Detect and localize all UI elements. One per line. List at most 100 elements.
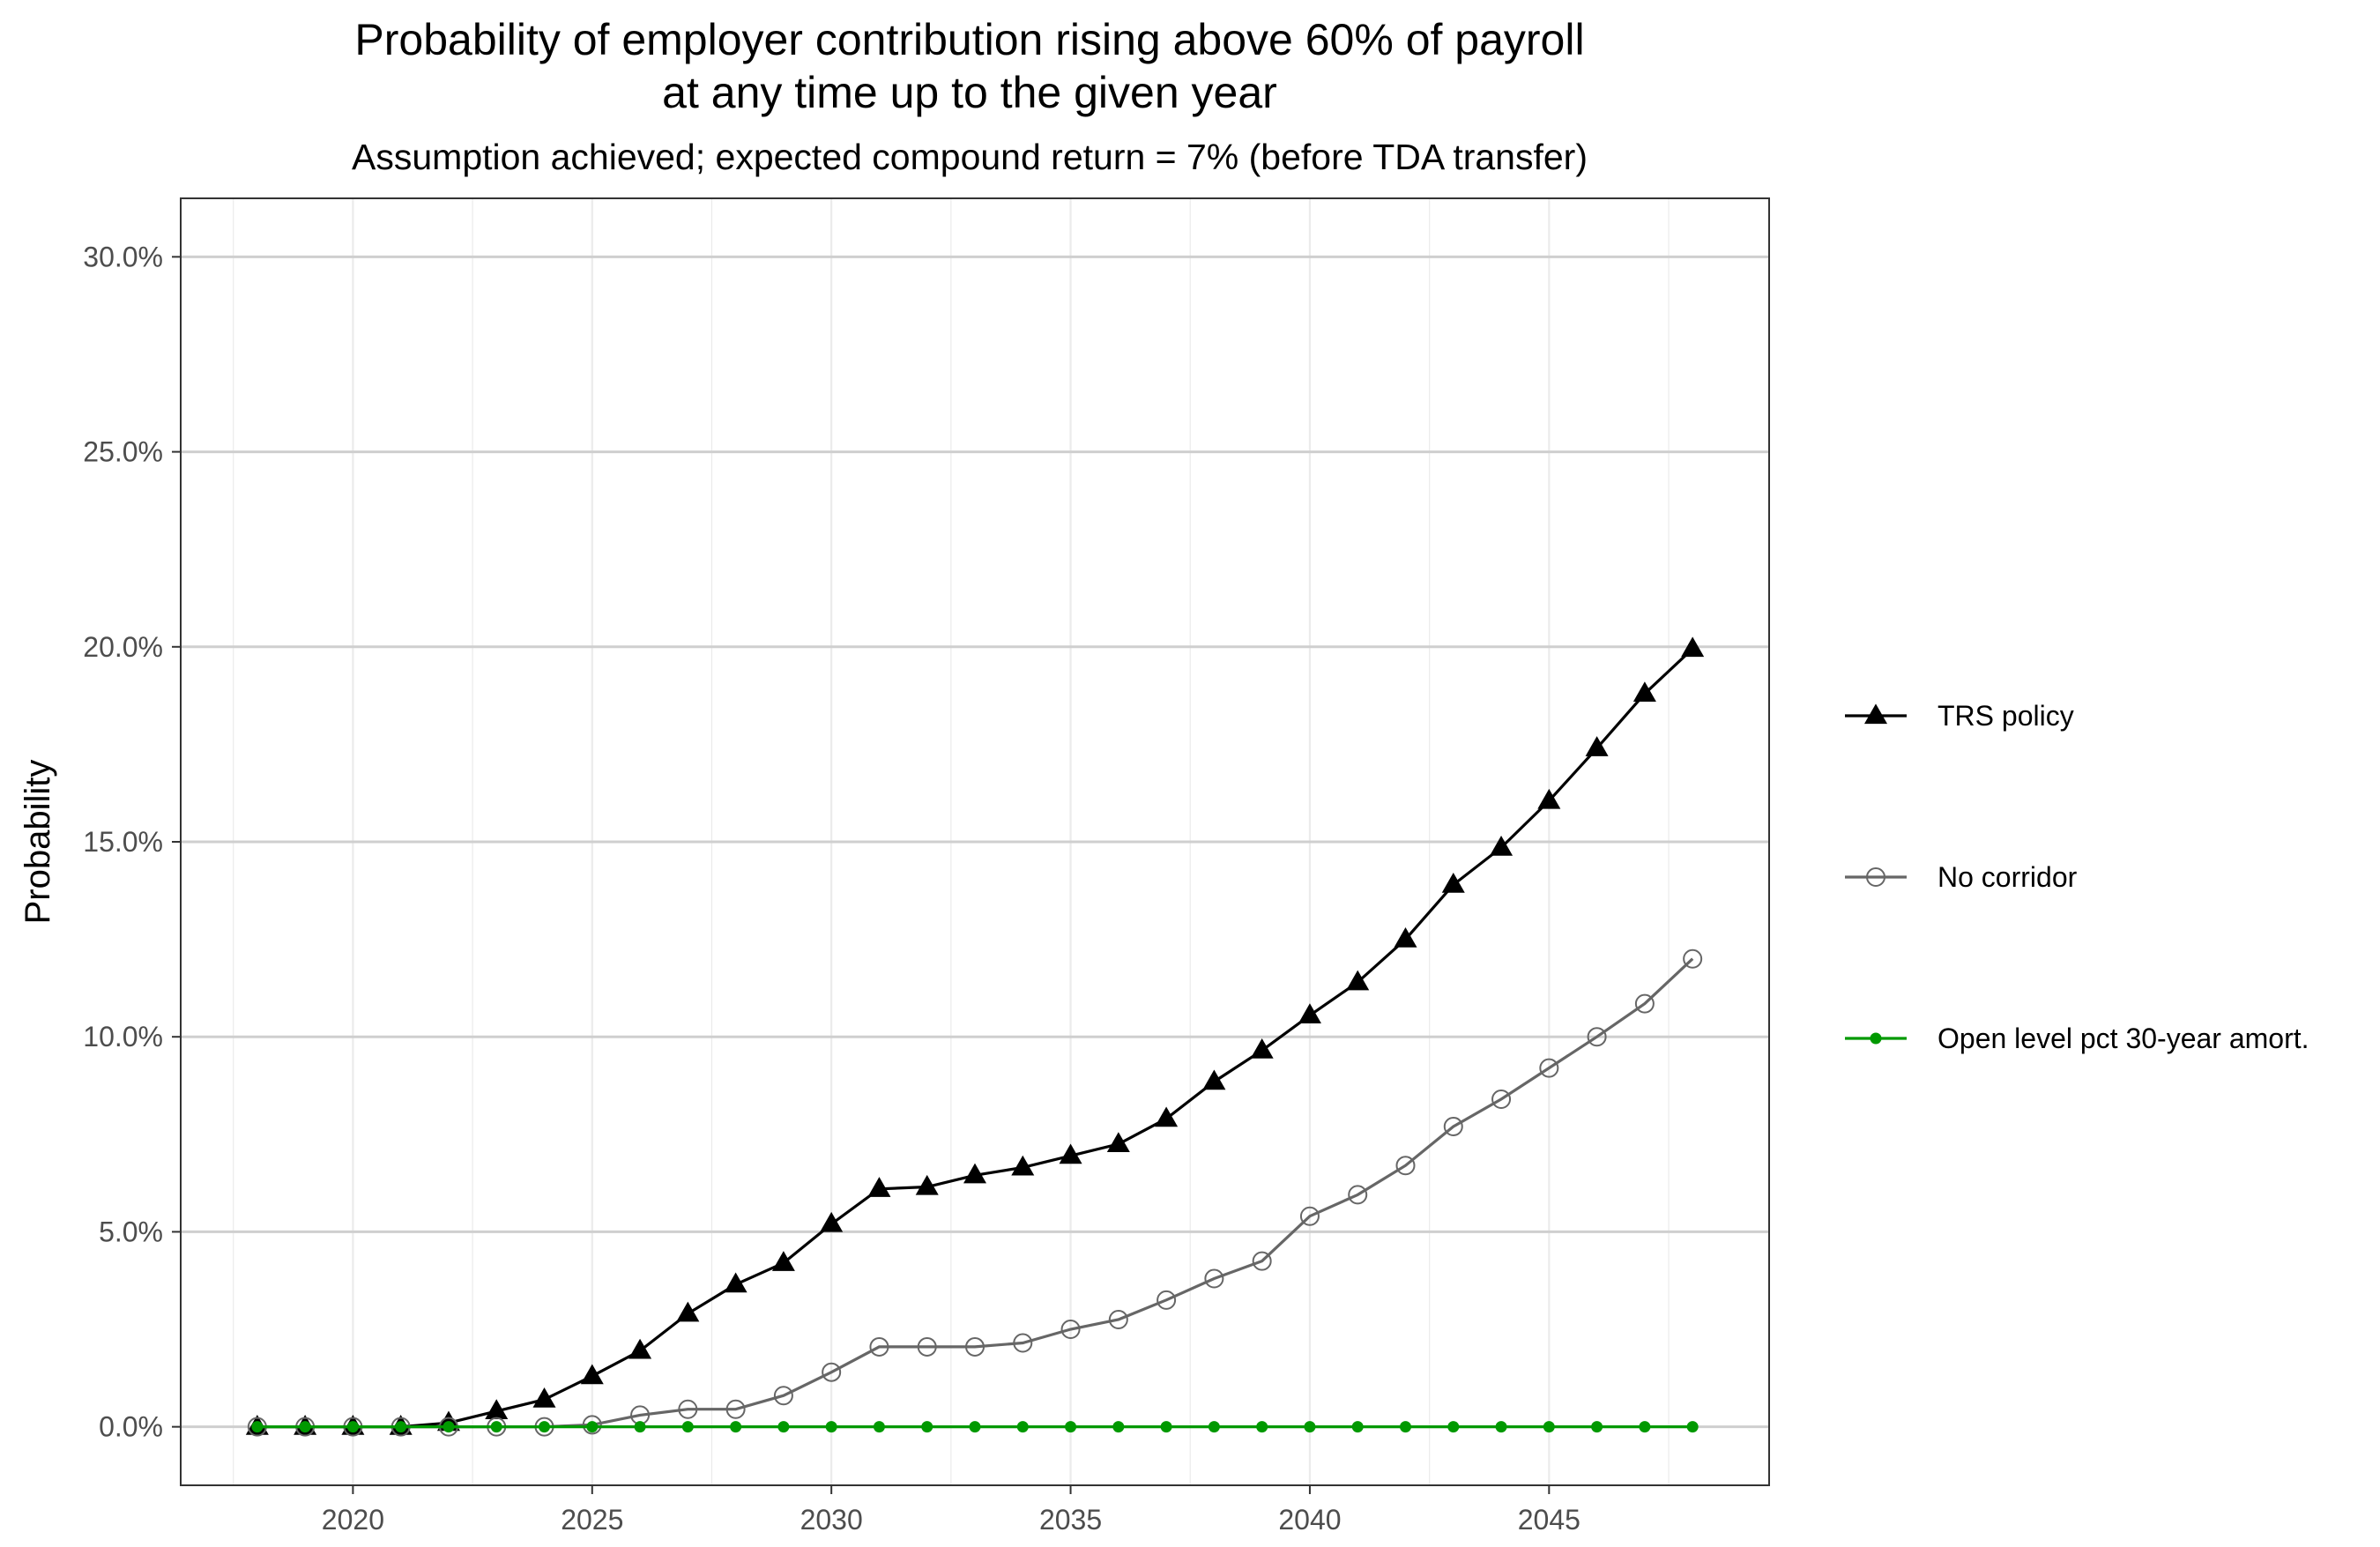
data-point: [681, 1421, 694, 1433]
data-point: [773, 1386, 793, 1406]
data-point: [771, 1251, 795, 1271]
data-point: [725, 1399, 746, 1419]
data-point: [1252, 1251, 1272, 1271]
data-point: [1539, 1058, 1559, 1078]
data-point: [1112, 1421, 1125, 1433]
data-point: [1394, 926, 1417, 948]
y-tick-label: 10.0%: [83, 1021, 163, 1052]
legend: TRS policy No corridor Open level pct 30-y…: [1845, 700, 2309, 1054]
data-point: [1298, 1003, 1321, 1023]
gridlines: [181, 198, 1769, 1485]
series-3: [251, 1421, 1699, 1433]
data-point: [965, 1336, 985, 1357]
data-point: [1011, 1155, 1035, 1176]
data-point: [1348, 1185, 1368, 1205]
data-point: [1060, 1320, 1081, 1340]
data-point: [867, 1177, 891, 1197]
data-point: [539, 1421, 551, 1433]
data-point: [346, 1421, 359, 1433]
axes: 2020 2025 2030 2035 2040 2045 0.0% 5.0% 10.0% 15.…: [83, 241, 1580, 1536]
data-point: [1250, 1038, 1274, 1059]
data-point: [1208, 1421, 1220, 1433]
y-tick-label: 20.0%: [83, 631, 163, 663]
data-point: [1591, 1421, 1603, 1433]
data-point: [1395, 1156, 1416, 1176]
legend-key-marker: [1864, 703, 1887, 725]
data-point: [1256, 1421, 1268, 1433]
chart-title: Probability of employer contribution ris…: [354, 15, 1584, 117]
data-point: [917, 1336, 937, 1357]
data-point: [1106, 1132, 1130, 1152]
data-point: [1202, 1069, 1226, 1090]
legend-item-2: No corridor: [1845, 861, 2078, 893]
data-point: [1299, 1206, 1320, 1226]
data-point: [490, 1421, 502, 1433]
y-tick-label: 5.0%: [99, 1216, 163, 1247]
data-point: [485, 1399, 509, 1420]
x-tick-label: 2035: [1039, 1504, 1102, 1536]
y-axis-label: Probability: [19, 760, 57, 925]
data-point: [1443, 1116, 1463, 1136]
data-point: [915, 1174, 939, 1195]
data-point: [1016, 1421, 1029, 1433]
data-point: [1683, 948, 1703, 969]
chart-title-line-2: at any time up to the given year: [662, 68, 1277, 117]
data-point: [825, 1421, 837, 1433]
data-point: [1346, 970, 1370, 991]
data-point: [724, 1272, 747, 1293]
data-point: [395, 1421, 407, 1433]
y-tick-label: 0.0%: [99, 1411, 163, 1443]
legend-label: Open level pct 30-year amort.: [1937, 1023, 2309, 1054]
data-point: [1157, 1290, 1177, 1310]
data-point: [678, 1399, 698, 1419]
data-point: [1304, 1421, 1316, 1433]
data-point: [730, 1421, 742, 1433]
data-point: [1204, 1268, 1224, 1289]
legend-key-marker: [1870, 1032, 1882, 1045]
data-point: [1155, 1106, 1179, 1127]
data-point: [676, 1301, 700, 1322]
data-point: [873, 1421, 885, 1433]
data-point: [1639, 1421, 1651, 1433]
data-point: [634, 1421, 646, 1433]
data-point: [969, 1421, 981, 1433]
data-point: [1681, 636, 1705, 658]
series-layer: [245, 636, 1705, 1437]
legend-key-marker: [1866, 867, 1885, 887]
data-point: [251, 1421, 264, 1433]
data-point: [1059, 1143, 1082, 1164]
data-point: [1108, 1309, 1128, 1329]
data-point: [582, 1415, 602, 1435]
x-tick-label: 2045: [1518, 1504, 1580, 1536]
data-point: [869, 1336, 889, 1357]
data-point: [1634, 993, 1655, 1014]
chart-title-line-1: Probability of employer contribution ris…: [354, 15, 1584, 64]
data-point: [1160, 1421, 1172, 1433]
legend-label: No corridor: [1937, 861, 2078, 893]
data-point: [1351, 1421, 1364, 1433]
legend-item-1: TRS policy: [1845, 700, 2074, 732]
data-point: [1491, 1090, 1512, 1109]
data-point: [1686, 1421, 1699, 1433]
legend-item-3: Open level pct 30-year amort.: [1845, 1023, 2309, 1054]
data-point: [532, 1387, 556, 1408]
data-point: [1065, 1421, 1077, 1433]
data-point: [580, 1364, 604, 1385]
data-point: [1490, 835, 1514, 856]
data-point: [299, 1421, 311, 1433]
data-point: [921, 1421, 933, 1433]
data-point: [777, 1421, 790, 1433]
data-point: [443, 1421, 455, 1433]
x-tick-label: 2025: [561, 1504, 623, 1536]
data-point: [822, 1362, 842, 1382]
x-tick-label: 2040: [1278, 1504, 1341, 1536]
y-tick-label: 30.0%: [83, 241, 163, 272]
data-point: [1537, 788, 1561, 809]
data-point: [586, 1421, 599, 1433]
data-point: [1441, 873, 1465, 893]
y-tick-label: 25.0%: [83, 436, 163, 468]
data-point: [1013, 1333, 1033, 1353]
data-point: [1399, 1421, 1411, 1433]
y-tick-label: 15.0%: [83, 826, 163, 858]
